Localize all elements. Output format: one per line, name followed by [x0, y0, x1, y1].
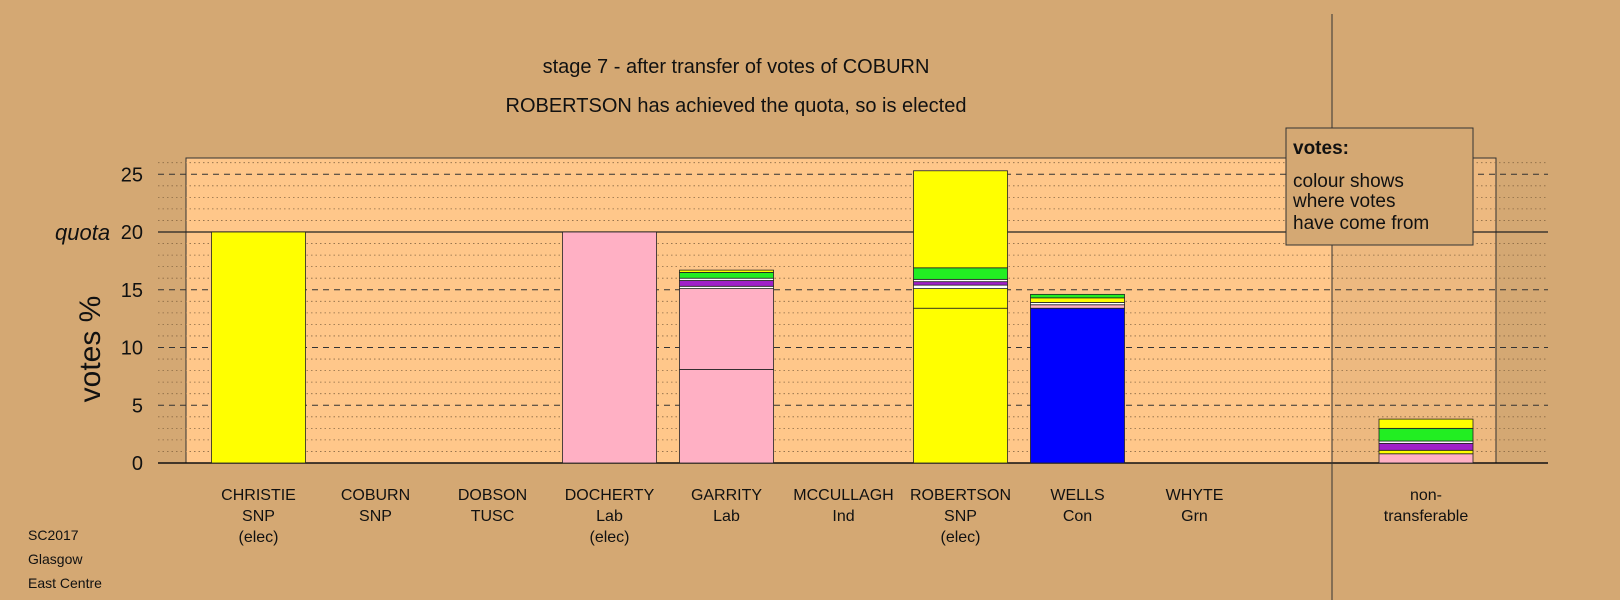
bar-robertson-segment-grn	[913, 267, 1008, 280]
bar-garrity-segment-lab	[679, 369, 774, 464]
footer-election: SC2017	[28, 527, 79, 543]
candidate-party: Grn	[1181, 508, 1208, 525]
bar-robertson-segment-snp	[913, 288, 1008, 309]
bar-robertson-segment-ind	[913, 284, 1008, 289]
candidate-name: MCCULLAGH	[793, 487, 893, 504]
bar-nontransferable-segment-lab	[1378, 453, 1474, 464]
nontransferable-label: transferable	[1384, 508, 1469, 525]
candidate-name: ROBERTSON	[910, 487, 1011, 504]
candidate-name: WELLS	[1050, 487, 1104, 504]
plot-area: 0 5 10 15 20 25 quota CHRISTIE SNP (elec) COBURN SN…	[55, 14, 1548, 600]
legend-line: where votes	[1292, 191, 1395, 212]
candidate-name: WHYTE	[1166, 487, 1224, 504]
nontransferable-label: non-	[1410, 487, 1442, 504]
bar-wells-segment-snp	[1030, 297, 1125, 303]
candidate-status: (elec)	[238, 529, 278, 546]
candidate-name: GARRITY	[691, 487, 762, 504]
footer-ward: East Centre	[28, 575, 102, 591]
bar-docherty-segment-lab	[562, 231, 657, 464]
bar-garrity-segment-tusc	[679, 280, 774, 287]
candidate-party: SNP	[359, 508, 392, 525]
candidate-name: DOCHERTY	[565, 487, 655, 504]
bar-garrity-segment-snp	[679, 269, 774, 273]
bar-garrity-segment-grn	[679, 272, 774, 279]
candidate-party: SNP	[944, 508, 977, 525]
legend-line: colour shows	[1293, 171, 1404, 192]
bar-nontransferable-segment-grn	[1378, 427, 1474, 442]
bar-wells-segment-lab	[1030, 304, 1125, 309]
candidate-party: Con	[1063, 508, 1092, 525]
candidate-status: (elec)	[940, 529, 980, 546]
candidate-party: SNP	[242, 508, 275, 525]
bar-wells-segment-grn	[1030, 293, 1125, 299]
footer-council: Glasgow	[28, 551, 83, 567]
legend-title: votes:	[1293, 138, 1349, 159]
candidate-status: (elec)	[589, 529, 629, 546]
candidate-party: Lab	[596, 508, 623, 525]
candidate-party: Lab	[713, 508, 740, 525]
plot-background	[185, 157, 1497, 464]
bar-nontransferable-segment-snp	[1378, 449, 1474, 455]
chart-subtitle: ROBERTSON has achieved the quota, so is …	[506, 95, 967, 117]
candidate-name: DOBSON	[458, 487, 527, 504]
bar-nontransferable-segment-snp	[1378, 418, 1474, 429]
candidate-party: Ind	[832, 508, 854, 525]
bar-robertson-segment-snp	[913, 307, 1008, 464]
candidate-name: COBURN	[341, 487, 410, 504]
quota-label: quota	[55, 220, 110, 245]
chart-title: stage 7 - after transfer of votes of COB…	[543, 56, 930, 78]
y-tick-label: 15	[121, 280, 143, 302]
candidate-party: TUSC	[471, 508, 515, 525]
bar-wells-segment-con	[1030, 307, 1125, 464]
y-tick-label: 25	[121, 164, 143, 186]
y-tick-label: 10	[121, 338, 143, 360]
y-tick-label: 20	[121, 222, 143, 244]
candidate-name: CHRISTIE	[221, 487, 296, 504]
bar-robertson-segment-snp	[913, 170, 1008, 269]
bar-christie-segment-snp	[211, 231, 306, 464]
legend: votes: colour shows where votes have com…	[1285, 127, 1474, 246]
bar-nontransferable-segment-tusc	[1378, 442, 1474, 451]
bar-robertson-segment-tusc	[913, 281, 1008, 286]
y-tick-label: 5	[132, 395, 143, 417]
bar-garrity-segment-lab	[679, 288, 774, 370]
y-axis-label: votes %	[74, 296, 107, 403]
legend-line: have come from	[1293, 213, 1429, 234]
legend-box	[1285, 127, 1474, 246]
y-tick-label: 0	[132, 453, 143, 475]
